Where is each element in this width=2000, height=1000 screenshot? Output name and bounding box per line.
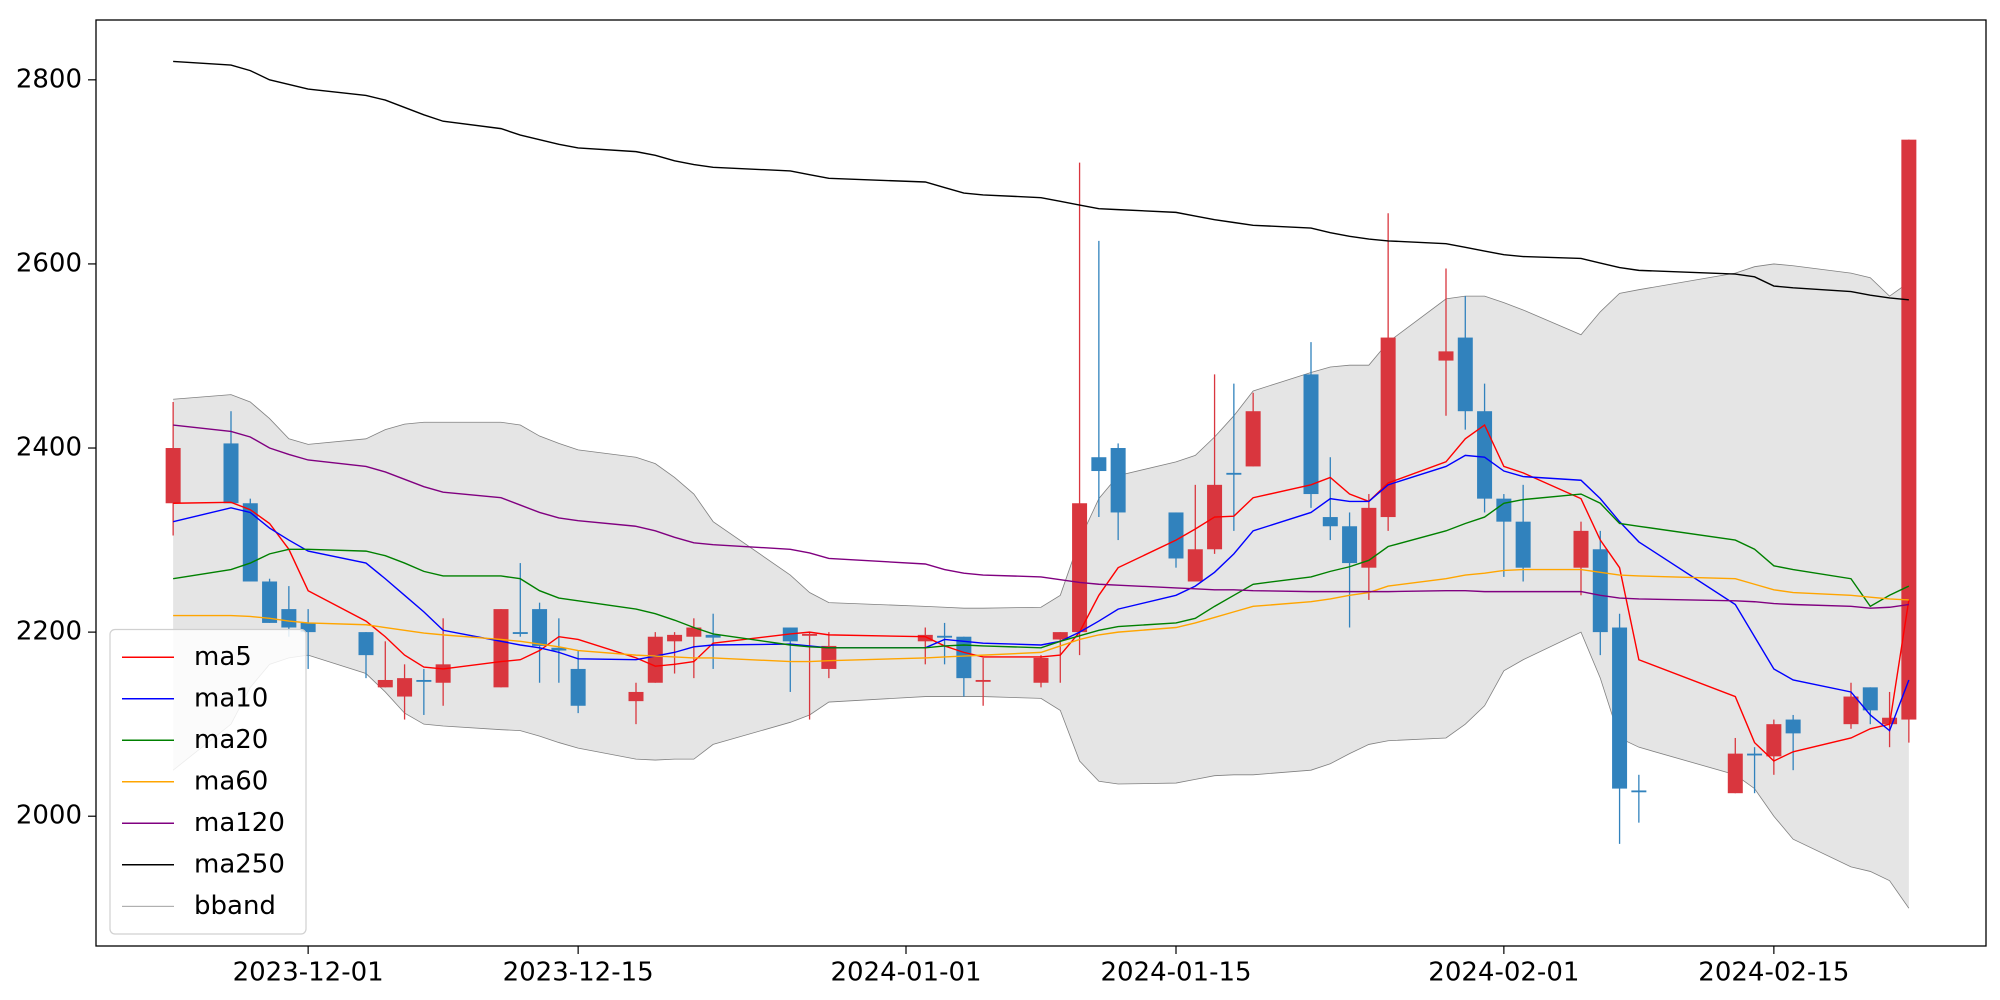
candle-body <box>1843 696 1859 725</box>
band-lower <box>172 631 1910 909</box>
candle-body <box>1342 526 1358 564</box>
candle-body <box>1457 337 1473 412</box>
candle-body <box>1052 632 1068 640</box>
candle-body <box>1168 512 1184 559</box>
candle-body <box>532 609 548 646</box>
x-tick-label: 2024-01-01 <box>830 958 981 988</box>
candle-body <box>1072 503 1088 633</box>
candle-body <box>917 634 933 642</box>
candle-body <box>281 609 297 628</box>
candle-body <box>628 691 644 702</box>
candle-body <box>1612 627 1628 789</box>
candle-body <box>165 448 181 504</box>
candle-body <box>1592 549 1608 633</box>
y-tick-label: 2800 <box>16 64 82 94</box>
candle-body <box>242 503 258 582</box>
candle-body <box>512 632 528 634</box>
candle-body <box>1303 374 1319 495</box>
candle-body <box>570 668 586 706</box>
y-tick-label: 2000 <box>16 801 82 831</box>
candle-body <box>1361 507 1377 568</box>
candle-body <box>686 627 702 637</box>
candle-body <box>1747 753 1763 756</box>
candle-body <box>1187 549 1203 582</box>
x-tick-label: 2024-02-15 <box>1698 958 1849 988</box>
candle-body <box>435 664 451 683</box>
candle-body <box>1631 790 1647 793</box>
candle-body <box>1322 517 1338 527</box>
line-ma5 <box>173 423 1910 762</box>
candle-body <box>223 443 239 504</box>
candle-body <box>1515 521 1531 568</box>
legend-label: ma10 <box>194 683 268 713</box>
candle-body <box>1785 719 1801 734</box>
plot-inner <box>165 60 1917 909</box>
candle-body <box>1091 457 1107 472</box>
candle-body <box>416 679 432 682</box>
candle-body <box>956 636 972 679</box>
legend-label: ma20 <box>194 725 268 755</box>
candle-body <box>300 622 316 633</box>
line-ma120 <box>173 424 1909 609</box>
x-tick-label: 2024-01-15 <box>1100 958 1251 988</box>
x-tick-label: 2024-02-01 <box>1428 958 1579 988</box>
legend-label: ma60 <box>194 766 268 796</box>
candle-body <box>1438 351 1454 361</box>
candle-body <box>802 633 818 636</box>
band-area <box>173 263 1909 909</box>
candle-body <box>358 632 374 656</box>
candle-body <box>377 679 393 688</box>
candle-body <box>397 678 413 697</box>
candle-body <box>1033 657 1049 683</box>
candle-body <box>262 581 278 623</box>
legend: ma5 ma10 ma20 ma60 ma120 ma250 bband <box>109 628 307 935</box>
candle-body <box>1245 411 1261 467</box>
candle-body <box>551 647 567 651</box>
legend-label: ma250 <box>194 849 285 879</box>
candle-body <box>1110 448 1126 513</box>
legend-label: ma5 <box>194 642 252 672</box>
x-tick-label: 2023-12-15 <box>503 958 654 988</box>
y-tick-label: 2400 <box>16 433 82 463</box>
candle-body <box>667 634 683 642</box>
legend-label: ma120 <box>194 808 285 838</box>
y-tick-label: 2200 <box>16 617 82 647</box>
candle-body <box>1226 472 1242 475</box>
legend-label: bband <box>194 891 276 921</box>
candle-body <box>1727 753 1743 794</box>
x-tick-label: 2023-12-01 <box>233 958 384 988</box>
candle-body <box>937 635 953 638</box>
candle-body <box>705 634 721 638</box>
band-upper <box>173 263 1910 609</box>
line-ma10 <box>172 454 1910 732</box>
line-ma250 <box>173 60 1909 301</box>
candle-body <box>493 609 509 688</box>
candle-body <box>1573 530 1589 568</box>
candle-body <box>1901 139 1917 720</box>
axes-frame <box>95 19 1987 947</box>
y-tick-label: 2600 <box>16 248 82 278</box>
candle-body <box>647 636 663 683</box>
plot-area: 2000 2200 2400 2600 2800 2023-12-01 2023-12-15… <box>16 19 1987 988</box>
candle-body <box>1496 498 1512 522</box>
candle-body <box>1380 337 1396 518</box>
legend-box <box>109 628 307 935</box>
candle-body <box>975 679 991 682</box>
line-ma20 <box>173 493 1910 649</box>
candle-body <box>1862 687 1878 711</box>
candle-body <box>821 645 837 669</box>
candle-body <box>1766 724 1782 757</box>
line-ma60 <box>173 568 1909 663</box>
